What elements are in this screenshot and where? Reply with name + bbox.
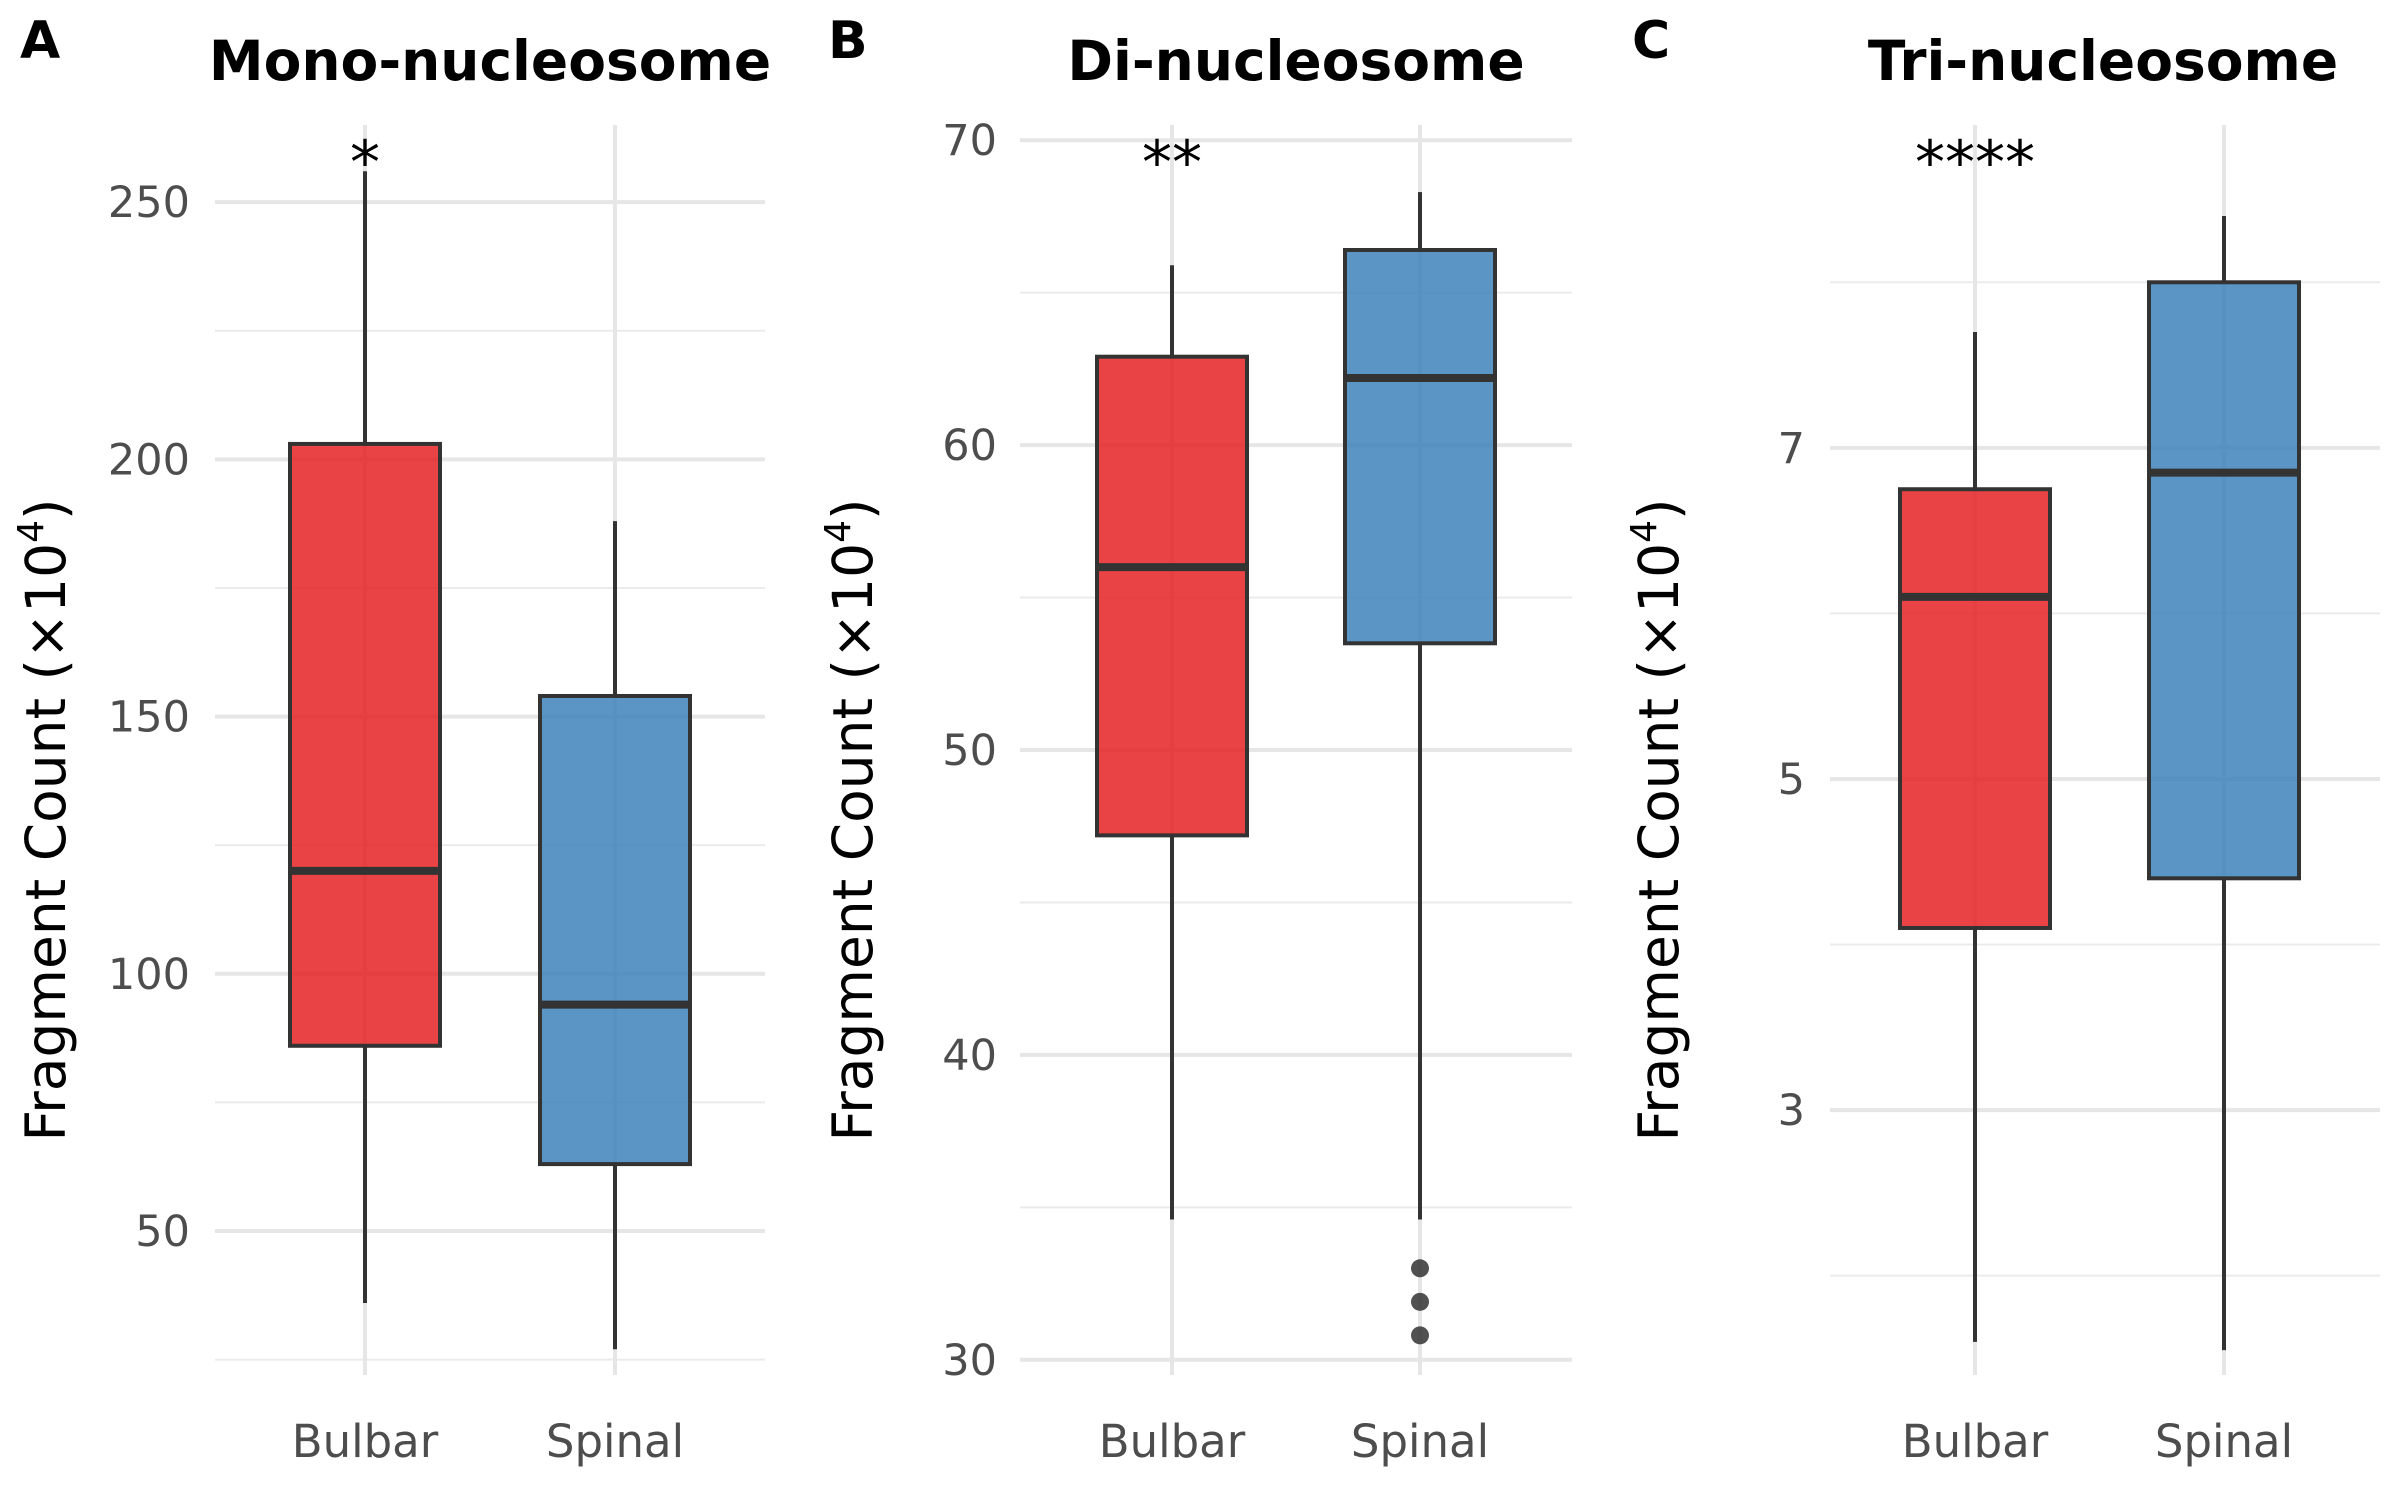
y-axis-label-superscript: 4 — [11, 520, 52, 543]
y-axis-label-text: Fragment Count (×10 — [14, 543, 78, 1142]
y-axis-label: Fragment Count (×104) — [1624, 499, 1691, 1142]
x-tick-label: Bulbar — [1099, 1415, 1246, 1468]
y-axis-label-superscript: 4 — [1624, 520, 1665, 543]
x-tick-label: Spinal — [2155, 1415, 2293, 1468]
y-tick-label: 7 — [1778, 424, 1805, 474]
y-tick-label: 150 — [108, 693, 190, 743]
y-axis-label-text: Fragment Count (×10 — [821, 543, 885, 1142]
outlier-point — [1411, 1326, 1429, 1345]
panel-label: C — [1632, 11, 1670, 71]
panel-label: A — [20, 11, 60, 71]
y-tick-label: 250 — [108, 178, 190, 228]
box-body — [538, 693, 692, 1167]
box-bulbar — [1095, 265, 1249, 1220]
panel-a: 50 100 150 200 250 Bulbar Spinal * Mono-nucleoso… — [11, 11, 771, 1468]
y-axis-label: Fragment Count (×104) — [11, 499, 78, 1142]
y-axis-label-close: ) — [821, 499, 885, 520]
y-tick-label: 3 — [1778, 1086, 1805, 1136]
y-tick-label: 100 — [108, 950, 190, 1000]
y-tick-label: 50 — [942, 726, 997, 776]
box-bulbar — [1898, 331, 2052, 1342]
box-body — [1095, 354, 1249, 838]
panel-label: B — [828, 11, 868, 71]
box-body — [1898, 487, 2052, 930]
y-tick-label: 5 — [1778, 755, 1805, 805]
panel-title: Tri-nucleosome — [1868, 29, 2338, 93]
panels-group: 50 100 150 200 250 Bulbar Spinal * Mono-nucleoso… — [11, 11, 2380, 1468]
box-body — [1343, 248, 1497, 646]
y-axis-label-close: ) — [14, 499, 78, 520]
panel-title: Di-nucleosome — [1067, 29, 1524, 93]
box-body — [2147, 280, 2301, 881]
panel-title: Mono-nucleosome — [209, 29, 771, 93]
box-spinal — [2147, 216, 2301, 1351]
y-tick-label: 30 — [942, 1336, 997, 1386]
y-tick-label: 40 — [942, 1031, 997, 1081]
panel-b: 30 40 50 60 70 Bulbar Spinal ** Di-nucleosome B Fr… — [818, 11, 1572, 1468]
significance-marker: * — [350, 128, 380, 198]
y-tick-label: 60 — [942, 421, 997, 471]
x-tick-label: Spinal — [1351, 1415, 1489, 1468]
panel-c: 3 5 7 Bulbar Spinal **** Tri-nucleosome C Fragme… — [1624, 11, 2380, 1468]
y-tick-label: 200 — [108, 435, 190, 485]
y-axis-label-close: ) — [1627, 499, 1691, 520]
y-tick-label: 50 — [135, 1207, 190, 1257]
box-spinal — [1343, 192, 1497, 1345]
significance-marker: ** — [1142, 128, 1202, 198]
x-tick-label: Bulbar — [292, 1415, 439, 1468]
box-spinal — [538, 521, 692, 1350]
outlier-point — [1411, 1259, 1429, 1278]
x-tick-label: Bulbar — [1902, 1415, 2049, 1468]
x-tick-label: Spinal — [546, 1415, 684, 1468]
y-axis-label: Fragment Count (×104) — [818, 499, 885, 1142]
y-tick-label: 70 — [942, 116, 997, 166]
significance-marker: **** — [1915, 128, 2035, 198]
outlier-point — [1411, 1292, 1429, 1311]
y-axis-label-superscript: 4 — [818, 520, 859, 543]
box-bulbar — [288, 171, 442, 1303]
y-axis-label-text: Fragment Count (×10 — [1627, 543, 1691, 1142]
box-body — [288, 441, 442, 1048]
